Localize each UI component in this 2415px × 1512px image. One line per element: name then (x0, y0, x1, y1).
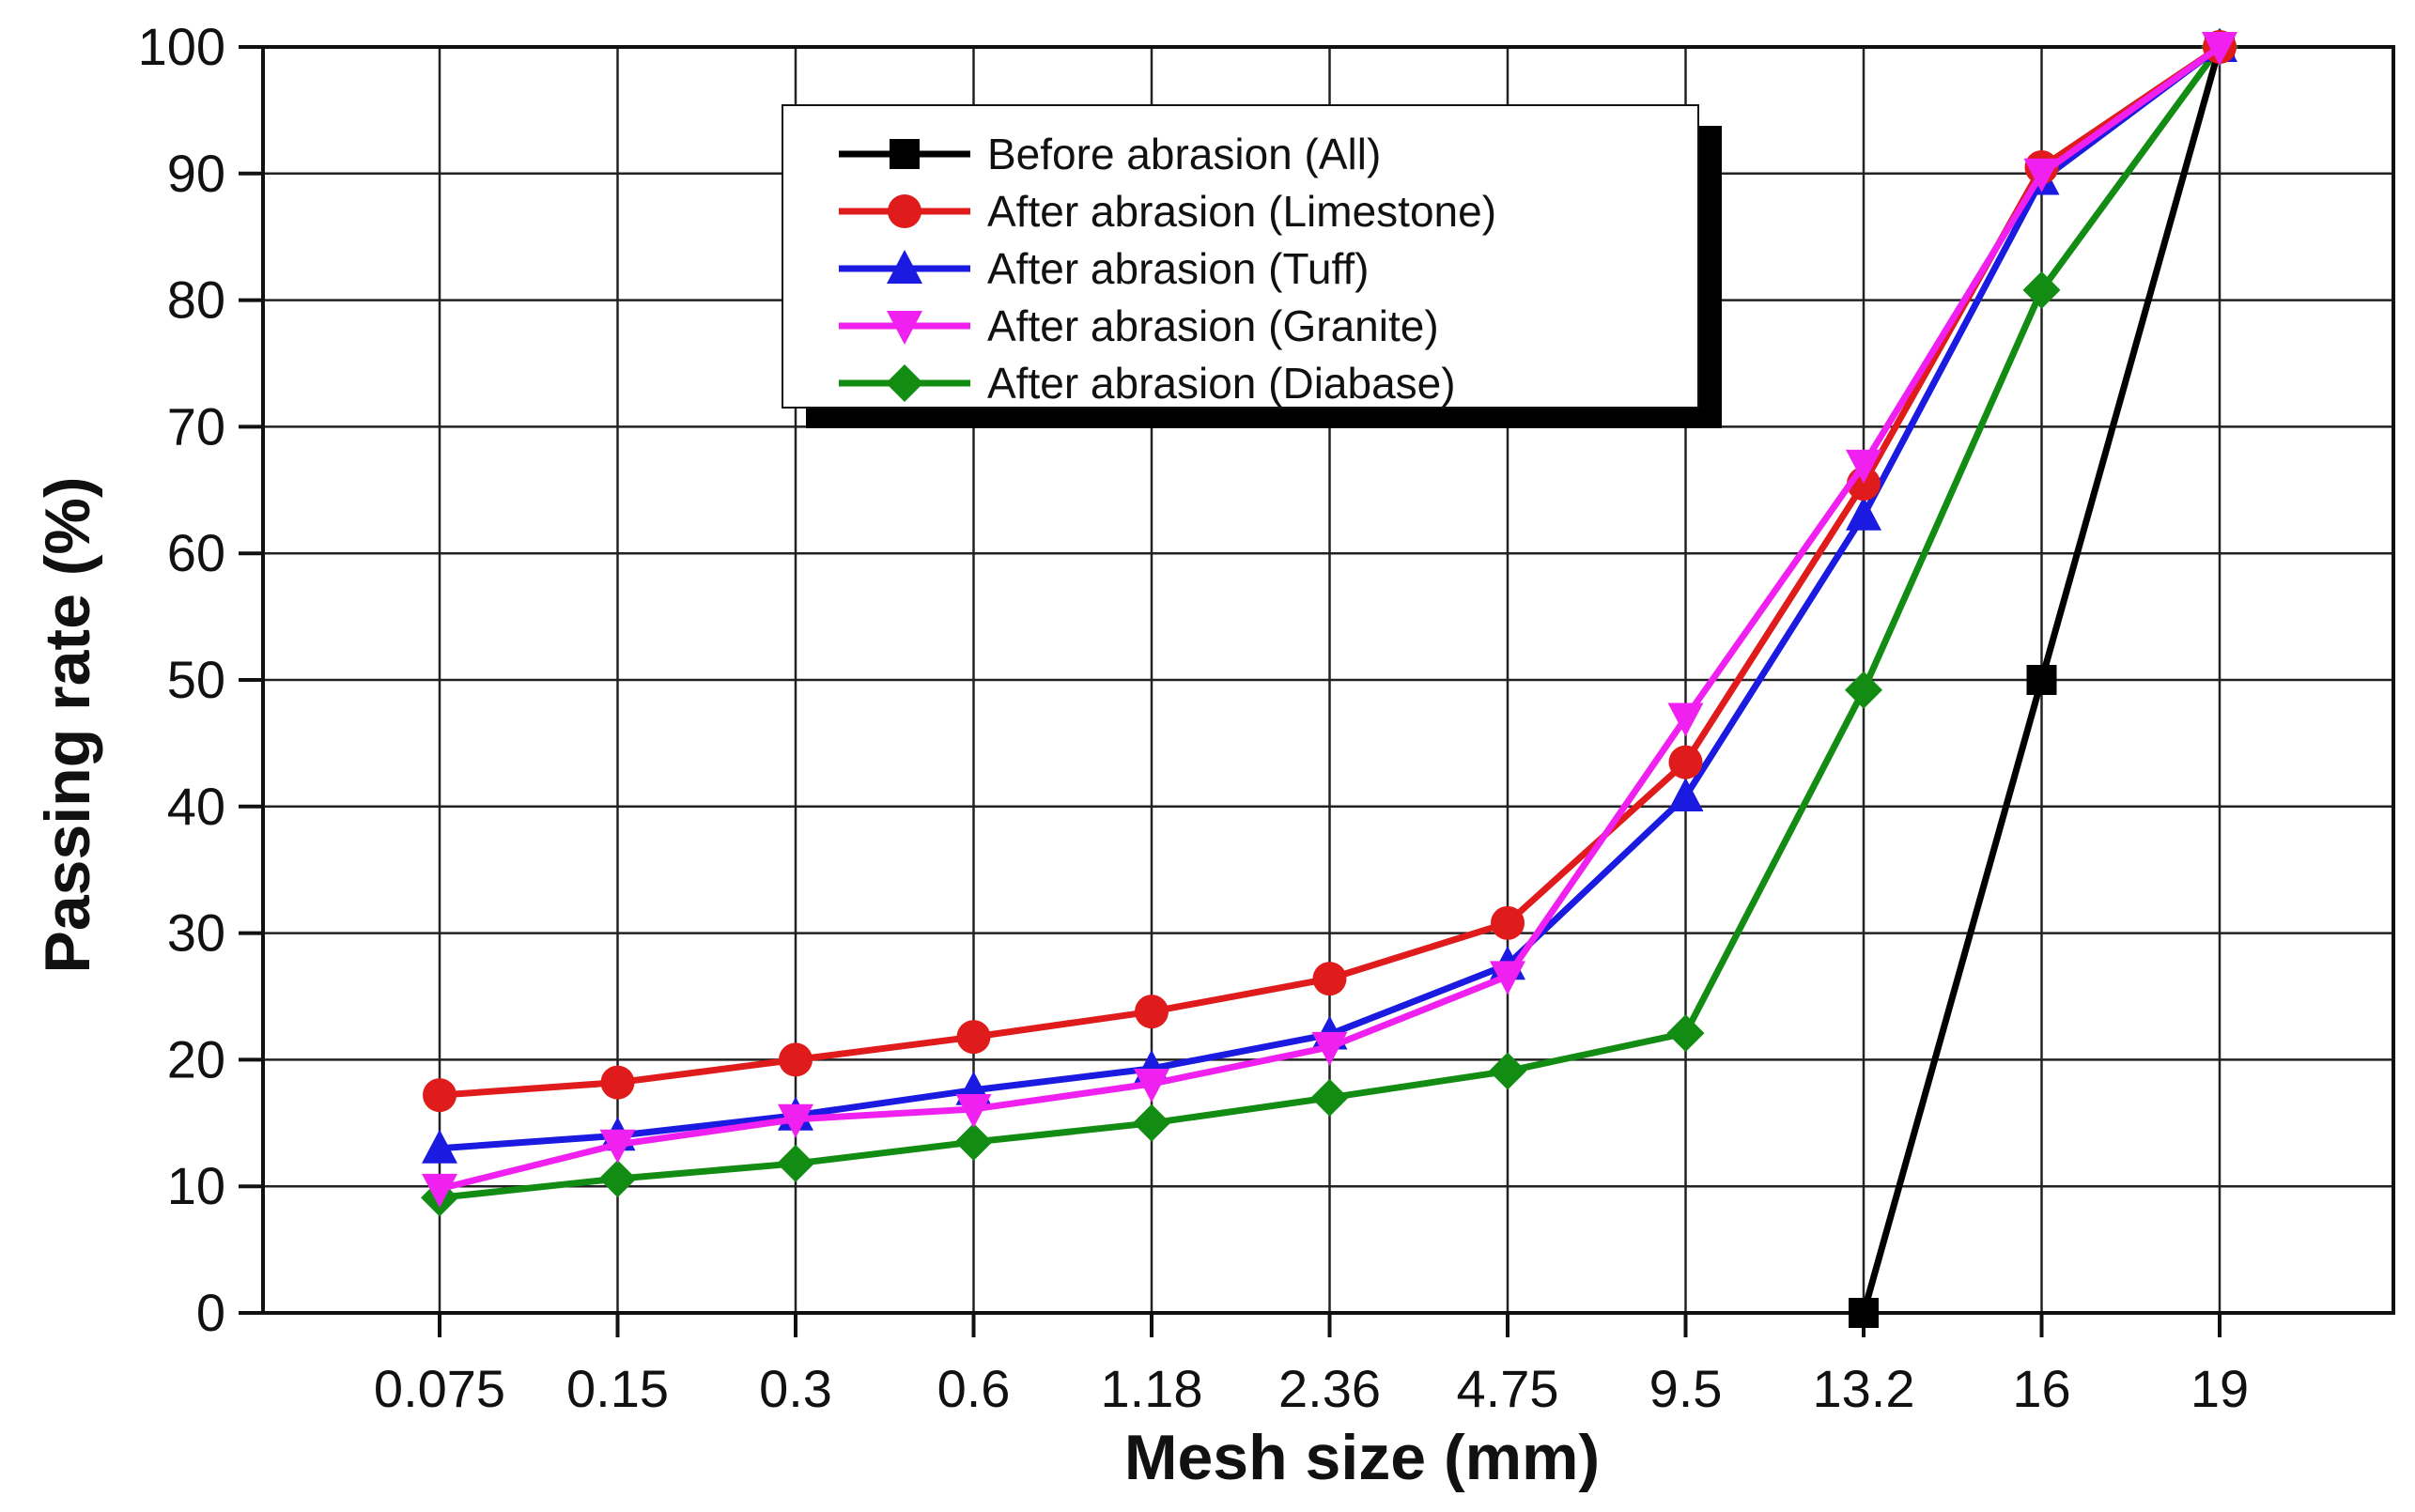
x-tick-label: 0.3 (759, 1359, 832, 1418)
series-layer (421, 28, 2238, 1328)
x-tick-label: 13.2 (1813, 1359, 1915, 1418)
legend-item: After abrasion (Limestone) (839, 187, 1496, 236)
legend-marker (890, 139, 920, 169)
y-axis-title: Passing rate (%) (32, 476, 103, 973)
data-point (954, 1123, 993, 1162)
x-tick-label: 16 (2012, 1359, 2070, 1418)
legend-marker (886, 364, 923, 402)
legend-item: Before abrasion (All) (839, 130, 1381, 178)
axes: 0 10 20 30 40 50 60 70 80 90 100 0.075 0.15 0.3 0.6 1.1… (138, 17, 2395, 1418)
x-tick-label: 9.5 (1649, 1359, 1723, 1418)
legend: Before abrasion (All) After abrasion (Lim… (782, 104, 1722, 428)
data-point (1667, 702, 1704, 737)
data-point (1846, 449, 1881, 484)
data-point (956, 1020, 991, 1055)
series-4 (421, 28, 2238, 1217)
data-point (598, 1160, 637, 1198)
data-point (1667, 778, 1704, 812)
x-tick-label: 0.15 (566, 1359, 669, 1418)
data-point (777, 1144, 814, 1182)
y-tick-label: 70 (167, 396, 225, 455)
y-tick-label: 60 (167, 523, 225, 582)
x-tick-label: 2.36 (1278, 1359, 1381, 1418)
y-tick-label: 10 (167, 1156, 225, 1215)
data-point (422, 1129, 457, 1164)
data-point (778, 1103, 813, 1138)
legend-label: Before abrasion (All) (987, 130, 1381, 178)
data-point (1845, 671, 1882, 709)
data-point (1134, 1069, 1169, 1103)
legend-item: After abrasion (Granite) (839, 301, 1439, 350)
data-point (2023, 158, 2060, 193)
legend-marker (887, 311, 922, 345)
data-point (1490, 961, 1525, 995)
y-tick-label: 30 (167, 903, 225, 963)
data-point (1668, 745, 1703, 779)
x-tick-label: 1.18 (1101, 1359, 1203, 1418)
data-point (1849, 1298, 1879, 1328)
x-tick-label: 4.75 (1457, 1359, 1559, 1418)
data-point (1666, 1014, 1705, 1053)
legend-item: After abrasion (Diabase) (839, 359, 1456, 408)
data-point (1489, 1052, 1526, 1090)
legend-marker (887, 250, 922, 284)
data-point (1133, 1103, 1170, 1142)
y-tick-label: 0 (196, 1283, 225, 1342)
data-point (1491, 905, 1525, 940)
data-point (600, 1065, 635, 1100)
data-point (779, 1042, 813, 1077)
data-point (1135, 995, 1169, 1029)
legend-marker (888, 194, 921, 228)
y-tick-label: 80 (167, 270, 225, 330)
y-tick-label: 20 (167, 1029, 225, 1088)
x-axis-title: Mesh size (mm) (1124, 1422, 1600, 1493)
legend-item: After abrasion (Tuff) (839, 244, 1370, 293)
x-tick-label: 0.6 (937, 1359, 1011, 1418)
data-point (1310, 1078, 1349, 1117)
legend-label: After abrasion (Tuff) (987, 244, 1370, 293)
data-point (599, 1129, 636, 1164)
y-tick-label: 90 (167, 144, 225, 203)
legend-label: After abrasion (Granite) (987, 301, 1439, 350)
data-point (2026, 665, 2057, 695)
data-point (2022, 270, 2061, 309)
data-point (1312, 962, 1347, 996)
y-tick-label: 100 (138, 17, 225, 76)
data-point (955, 1093, 992, 1128)
data-point (422, 1173, 457, 1208)
y-tick-label: 40 (167, 777, 225, 836)
data-point (423, 1078, 457, 1113)
y-tick-label: 50 (167, 650, 225, 709)
legend-label: After abrasion (Limestone) (987, 187, 1496, 236)
data-point (1846, 496, 1881, 531)
data-point (2202, 32, 2237, 66)
x-tick-label: 0.075 (374, 1359, 505, 1418)
series-3 (422, 32, 2237, 1208)
x-tick-label: 19 (2191, 1359, 2249, 1418)
data-point (1311, 1031, 1348, 1066)
legend-label: After abrasion (Diabase) (987, 359, 1456, 408)
